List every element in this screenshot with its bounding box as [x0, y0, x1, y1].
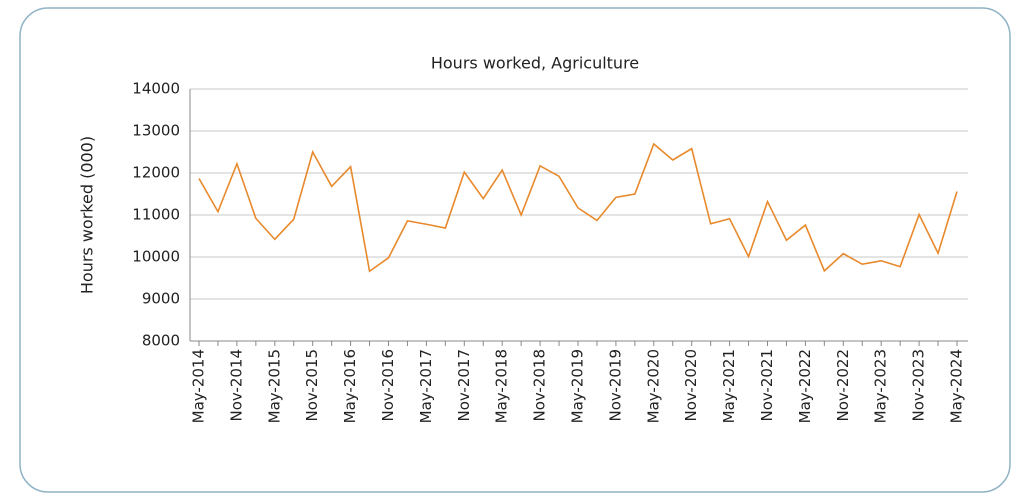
x-tick-label: Nov-2014: [227, 349, 245, 421]
frame: [19, 7, 1011, 493]
y-tick-label: 12000: [132, 164, 180, 182]
y-tick-label: 10000: [132, 248, 180, 266]
data-line: [198, 142, 958, 273]
x-tick-label: May-2017: [417, 349, 435, 423]
y-tick-label: 13000: [132, 122, 180, 140]
x-tick-label: May-2022: [796, 349, 814, 423]
x-tick-label: Nov-2019: [606, 349, 624, 421]
x-tick-label: May-2014: [190, 349, 208, 423]
x-tick-label: May-2018: [493, 349, 511, 423]
x-tick-label: Nov-2018: [531, 349, 549, 421]
x-tick-label: May-2020: [644, 349, 662, 423]
y-tick-label: 8000: [142, 332, 180, 350]
x-tick-label: May-2019: [569, 349, 587, 423]
chart-title: Hours worked, Agriculture: [431, 54, 639, 73]
x-tick-label: Nov-2020: [682, 349, 700, 421]
y-tick-label: 14000: [132, 80, 180, 98]
x-tick-label: Nov-2021: [758, 349, 776, 421]
x-tick-label: May-2021: [720, 349, 738, 423]
x-tick-label: May-2015: [265, 349, 283, 423]
x-tick-label: Nov-2023: [910, 349, 928, 421]
y-tick-label: 11000: [132, 206, 180, 224]
x-tick-label: May-2016: [341, 349, 359, 423]
x-tick-label: Nov-2016: [379, 349, 397, 421]
y-tick-label: 9000: [142, 290, 180, 308]
x-tick-label: May-2024: [948, 349, 966, 423]
x-tick-label: Nov-2022: [834, 349, 852, 421]
x-tick-label: Nov-2015: [303, 349, 321, 421]
x-tick-label: Nov-2017: [455, 349, 473, 421]
x-tick-label: May-2023: [872, 349, 890, 423]
y-axis-label: Hours worked (000): [78, 136, 97, 294]
